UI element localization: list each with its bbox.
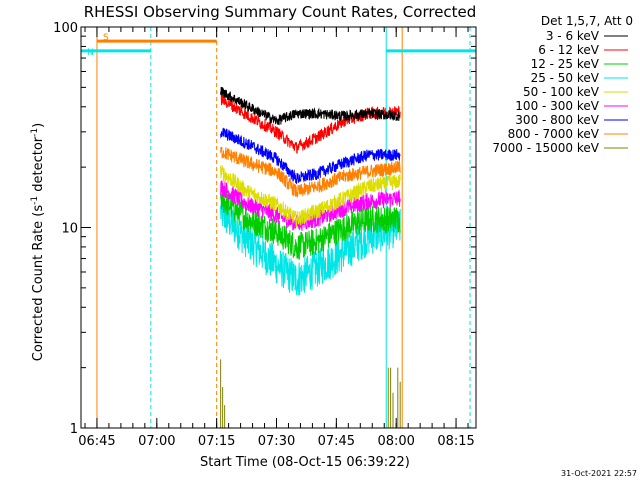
axes: 1 10 100 06:45 07:00 07:15 07:30 07:45 08:00 08:1… bbox=[53, 21, 477, 449]
series-line-800-7000keV bbox=[220, 146, 401, 199]
series-line-25-50keV bbox=[220, 193, 401, 296]
x-tick-label-6: 08:15 bbox=[437, 434, 474, 449]
x-tick-label-5: 08:00 bbox=[377, 434, 414, 449]
series-line-12-25keV bbox=[220, 187, 401, 260]
chart-title: RHESSI Observing Summary Count Rates, Co… bbox=[84, 3, 477, 21]
x-tick-label-2: 07:15 bbox=[198, 434, 235, 449]
y-axis-label-sup2: -1 bbox=[30, 128, 40, 137]
legend-label-6: 300 - 800 keV bbox=[515, 113, 599, 127]
legend-label-7: 800 - 7000 keV bbox=[508, 127, 600, 141]
legend-label-8: 7000 - 15000 keV bbox=[492, 141, 599, 155]
y-axis-label-end: ) bbox=[31, 123, 46, 128]
y-axis-label-mid: detector bbox=[31, 136, 46, 196]
x-tick-label-0: 06:45 bbox=[78, 434, 115, 449]
footer-timestamp: 31-Oct-2021 22:57 bbox=[561, 469, 637, 478]
plot-area bbox=[81, 27, 476, 428]
x-tick-label-1: 07:00 bbox=[138, 434, 175, 449]
y-axis-label-main: Corrected Count Rate (s bbox=[31, 205, 46, 362]
y-axis-label: Corrected Count Rate (s-1 detector-1) bbox=[30, 123, 46, 361]
x-tick-label-4: 07:45 bbox=[318, 434, 355, 449]
x-axis-label: Start Time (08-Oct-15 06:39:22) bbox=[200, 455, 410, 470]
flag-label-N: N bbox=[87, 48, 94, 58]
y-tick-label-2: 100 bbox=[53, 21, 78, 36]
legend-label-0: 3 - 6 keV bbox=[546, 29, 600, 43]
y-axis-label-sup1: -1 bbox=[30, 196, 40, 205]
legend-label-4: 50 - 100 keV bbox=[523, 85, 600, 99]
series-line-100-300keV bbox=[220, 180, 401, 231]
legend-label-2: 12 - 25 keV bbox=[531, 57, 600, 71]
flag-label-S: S bbox=[103, 33, 109, 43]
series-line-50-100keV bbox=[220, 165, 401, 228]
series-line-3-6keV bbox=[220, 86, 401, 126]
y-tick-label-1: 10 bbox=[61, 222, 78, 237]
y-tick-label-0: 1 bbox=[70, 422, 78, 437]
legend-label-3: 25 - 50 keV bbox=[531, 71, 600, 85]
series-line-300-800keV bbox=[220, 127, 401, 185]
x-tick-label-3: 07:30 bbox=[258, 434, 295, 449]
legend-label-1: 6 - 12 keV bbox=[538, 43, 600, 57]
legend-label-5: 100 - 300 keV bbox=[515, 99, 599, 113]
legend-title: Det 1,5,7, Att 0 bbox=[541, 14, 633, 28]
